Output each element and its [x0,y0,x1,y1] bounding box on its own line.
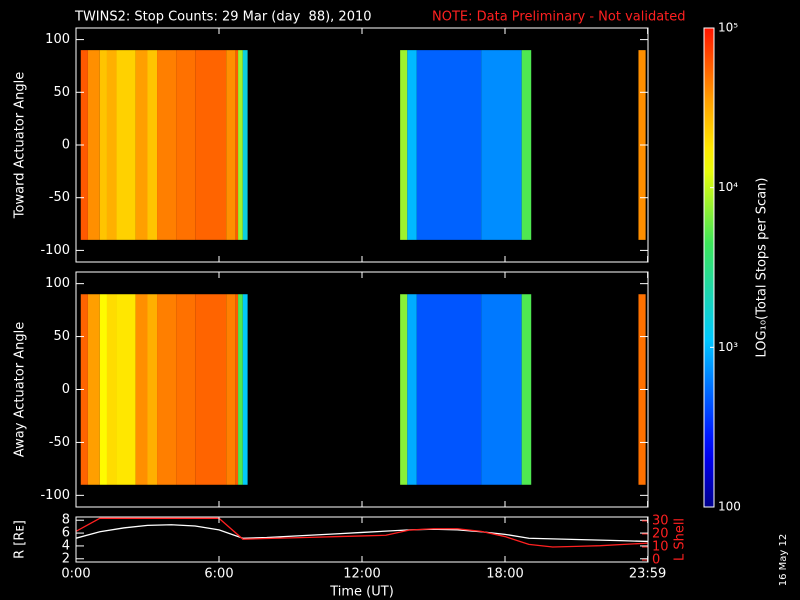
colorbar-label: LOG₁₀(Total Stops per Scan) [755,178,770,358]
y-axis-label: Toward Actuator Angle [13,72,28,219]
heatmap-cell [521,50,532,240]
y-tick-label: 100 [45,32,70,47]
heatmap-cell [106,50,117,240]
y-tick-label: -50 [49,435,70,450]
y-tick-label: 2 [62,551,70,566]
y-tick-label: 50 [53,329,70,344]
y-tick-label: -50 [49,190,70,205]
y2-tick-label: 30 [652,513,669,528]
y-axis-label: R [Rᴇ] [13,520,28,559]
heatmap-cell [80,50,88,240]
data-line [76,524,648,543]
colorbar [703,27,715,508]
heatmap-cell [106,294,117,485]
heatmap-cell [416,294,482,485]
heatmap-cell [521,294,532,485]
heatmap-cell [176,294,196,485]
heatmap-cell [157,50,177,240]
heatmap-cell [195,50,227,240]
colorbar-tick-label: 10⁴ [718,180,738,194]
heatmap-cell [238,294,243,485]
y2-tick-label: 0 [652,553,660,568]
colorbar-tick-label: 100 [718,500,741,514]
heatmap-cell [407,294,417,485]
y-tick-label: 50 [53,85,70,100]
footnote: 16 May 12 [778,534,789,586]
heatmap-cell [481,294,522,485]
heatmap-cell [481,50,522,240]
heatmap-cell [99,50,107,240]
colorbar-tick-label: 10³ [718,340,738,354]
y-tick-label: 0 [62,138,70,153]
heatmap-cell [87,294,100,485]
heatmap-cell [400,50,408,240]
heatmap-cell [87,50,100,240]
heatmap-cell [116,294,136,485]
heatmap-cell [147,50,158,240]
chart-title: TWINS2: Stop Counts: 29 Mar (day 88), 20… [74,10,372,25]
heatmap-cell [116,50,136,240]
y-tick-label: -100 [40,488,70,503]
chart-subtitle: NOTE: Data Preliminary - Not validated [432,10,686,25]
y-tick-label: -100 [40,243,70,258]
heatmap-cell [195,294,227,485]
heatmap-cell [99,294,107,485]
heatmap-cell [238,50,243,240]
heatmap-cell [416,50,482,240]
heatmap-cell [147,294,158,485]
heatmap-cell [80,294,88,485]
x-tick-label: 6:00 [204,567,233,582]
colorbar-tick-label: 10⁵ [718,21,738,35]
x-tick-label: 12:00 [343,567,380,582]
y2-tick-label: 20 [652,526,669,541]
heatmap-cell [176,50,196,240]
y-tick-label: 4 [62,538,70,553]
heatmap-cell [135,50,148,240]
y-tick-label: 6 [62,526,70,541]
heatmap-cell [235,50,239,240]
y-axis-label: Away Actuator Angle [13,322,28,457]
y-tick-label: 8 [62,513,70,528]
x-axis-label: Time (UT) [329,585,394,600]
heatmap-cell [157,294,177,485]
heatmap-cell [226,50,236,240]
heatmap-cell [400,294,408,485]
heatmap-cell [407,50,417,240]
y2-tick-label: 10 [652,540,669,555]
x-tick-label: 23:59 [629,567,666,582]
y-tick-label: 0 [62,382,70,397]
heatmap-cell [242,294,248,485]
x-tick-label: 0:00 [61,567,90,582]
heatmap-cell [235,294,239,485]
y-tick-label: 100 [45,276,70,291]
x-tick-label: 18:00 [486,567,523,582]
heatmap-cell [135,294,148,485]
y2-axis-label: L Shell [673,518,688,561]
heatmap-cell [242,50,248,240]
data-line [76,517,648,548]
heatmap-cell [226,294,236,485]
